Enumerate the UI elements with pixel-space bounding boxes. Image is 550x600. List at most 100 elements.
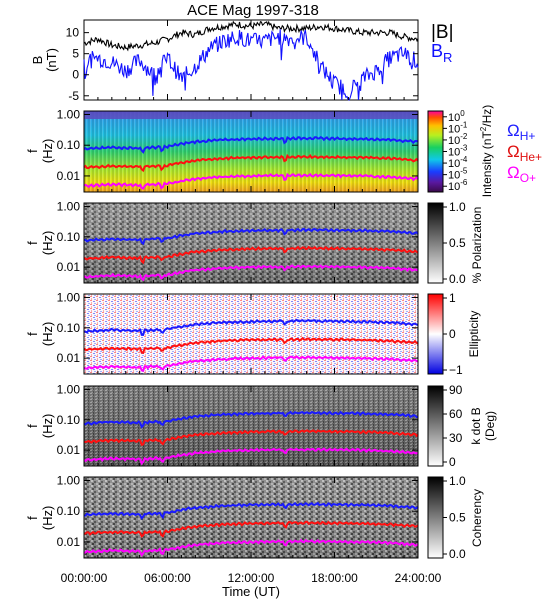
panel-intensity: 1.000.100.01 f (Hz) 10010-110-210-310-41… [25, 105, 542, 198]
coherency-yunit: (Hz) [40, 506, 55, 531]
polarization-colorbar-label: % Polarization [470, 207, 484, 284]
kdotb-yunit: (Hz) [40, 414, 55, 439]
intensity-colorbar-label: Intensity (nT2/Hz) [479, 105, 494, 198]
gyrofrequency-line-h-plus [83, 318, 419, 336]
gyrofrequency-line-he-plus [83, 153, 419, 173]
gyrofrequency-lines [83, 501, 419, 557]
ellipticity-colorbar-label: Ellipticity [467, 311, 481, 358]
gyrofrequency-line-o-plus [83, 264, 419, 282]
y-tick-label: 0.10 [57, 138, 81, 152]
gyrofrequency-line-he-plus [83, 245, 419, 265]
polarization-colorbar-ticks: 1.0 0.5 0.0 [443, 200, 466, 286]
panel-coherency-shading [84, 477, 418, 558]
y-tick-label: 0.01 [57, 535, 81, 549]
x-tick-label: 12:00:00 [228, 571, 275, 585]
intensity-y-ticks: 1.00 0.10 0.01 [57, 108, 418, 183]
panel-bfield-frame [83, 19, 419, 101]
gyrofrequency-lines [83, 135, 419, 190]
x-axis-label: Time (UT) [222, 584, 280, 599]
kdotb-colorbar-unit: (Deg) [483, 411, 497, 441]
y-tick-label: 0.10 [57, 413, 81, 427]
panel-polarization-shading [84, 203, 418, 283]
bfield-y-tick-label: 5 [72, 47, 79, 61]
colorbar-tick-label: 0.0 [449, 272, 466, 286]
y-tick-label: 1.00 [57, 290, 81, 304]
coherency-colorbar-label: Coherency [470, 489, 484, 547]
y-tick-label: 0.01 [57, 169, 81, 183]
x-tick-label: 00:00:00 [61, 571, 108, 585]
series-b-radial [83, 29, 419, 101]
kdotb-colorbar [427, 385, 444, 467]
colorbar-tick-label: 10-2 [448, 132, 468, 147]
gyrofrequency-line-h-plus [84, 227, 419, 246]
bfield-series [83, 20, 419, 101]
bfield-yunit: (nT) [44, 48, 59, 72]
coherency-colorbar [427, 476, 444, 559]
gyrofrequency-line-o-plus [83, 538, 419, 557]
colorbar-tick-label: 0.5 [449, 236, 466, 250]
colorbar-tick-label: 10-6 [448, 178, 468, 193]
ellipticity-colorbar-ticks: 1 0 −1 [443, 291, 463, 377]
colorbar-tick-label: 0.0 [449, 547, 466, 561]
colorbar-tick-label: 0.5 [449, 511, 466, 525]
y-tick-label: 0.01 [57, 443, 81, 457]
legend-b-radial: BR [431, 41, 452, 65]
intensity-yunit: (Hz) [40, 139, 55, 164]
y-tick-label: 0.01 [57, 260, 81, 274]
gyrofrequency-line-h-plus [83, 501, 419, 520]
colorbar-tick-label: 1.0 [449, 200, 466, 214]
colorbar-tick-label: 10-4 [448, 155, 468, 170]
x-tick-label: 24:00:00 [395, 571, 442, 585]
coherency-ylabel: f [25, 516, 40, 520]
panel-intensity-texture [84, 111, 418, 192]
gyrofrequency-line-h-plus [83, 135, 419, 154]
bfield-y-tick-label: 0 [72, 68, 79, 82]
colorbar-tick-label: 10-3 [448, 144, 468, 159]
gyrofrequency-line-he-plus [83, 336, 419, 355]
legend-omega-o: ΩO+ [507, 163, 536, 185]
panel-polarization: 1.00 0.10 0.01 f (Hz) 1.0 0.5 0.0 % Polariza… [25, 199, 484, 286]
ellipticity-colorbar [427, 293, 444, 375]
y-tick-label: 1.00 [57, 199, 81, 213]
colorbar-tick-label: 10-5 [448, 167, 468, 182]
coherency-y-ticks: 1.00 0.10 0.01 [57, 474, 418, 549]
intensity-colorbar [427, 110, 444, 193]
ellipticity-yunit: (Hz) [40, 322, 55, 347]
polarization-colorbar [427, 202, 444, 284]
polarization-y-ticks: 1.00 0.10 0.01 [57, 199, 418, 274]
colorbar-tick-label: 90 [449, 383, 463, 397]
y-tick-label: 1.00 [57, 108, 81, 122]
gyrofrequency-lines [83, 318, 419, 373]
gyrofrequency-lines [83, 227, 419, 282]
panel-bfield: 10 5 0 -5 B (nT) |B| BR [30, 19, 454, 103]
colorbar-tick-label: 10-1 [448, 120, 468, 135]
colorbar-tick-label: 0 [449, 455, 456, 469]
intensity-ylabel: f [25, 149, 40, 153]
legend-omega-he: ΩHe+ [507, 142, 542, 164]
gyrofrequency-line-o-plus [83, 172, 419, 190]
colorbar-tick-label: −1 [449, 363, 463, 377]
kdotb-colorbar-ticks: 90 60 30 0 [443, 383, 463, 469]
kdotb-y-ticks: 1.00 0.10 0.01 [57, 382, 418, 457]
panel-ellipticity: 1.00 0.10 0.01 f (Hz) 1 0 −1 Ellipticity [25, 290, 481, 377]
coherency-colorbar-ticks: 1.0 0.5 0.0 [443, 474, 466, 561]
kdotb-ylabel: f [25, 424, 40, 428]
chart-title: ACE Mag 1997-318 [187, 2, 319, 19]
kdotb-colorbar-label: k dot B [469, 407, 483, 444]
panel-kdotb: 1.00 0.10 0.01 f (Hz) 90 60 30 0 k dot B (Deg… [25, 382, 497, 469]
polarization-yunit: (Hz) [40, 231, 55, 256]
legend-b-magnitude: |B| [431, 22, 454, 43]
colorbar-tick-label: 1 [449, 291, 456, 305]
colorbar-tick-label: 100 [448, 109, 465, 124]
bfield-y-tick-label: 10 [66, 26, 80, 40]
gyrofrequency-line-o-plus [83, 355, 419, 373]
panel-ellipticity-shading [84, 294, 418, 374]
polarization-ylabel: f [25, 241, 40, 245]
bfield-y-tick-label: -5 [68, 89, 79, 103]
gyrofrequency-line-o-plus [83, 447, 419, 466]
y-tick-label: 1.00 [57, 382, 81, 396]
legend-omega-h: ΩH+ [507, 121, 535, 143]
colorbar-tick-label: 30 [449, 431, 463, 445]
gyrofrequency-lines [83, 410, 419, 466]
